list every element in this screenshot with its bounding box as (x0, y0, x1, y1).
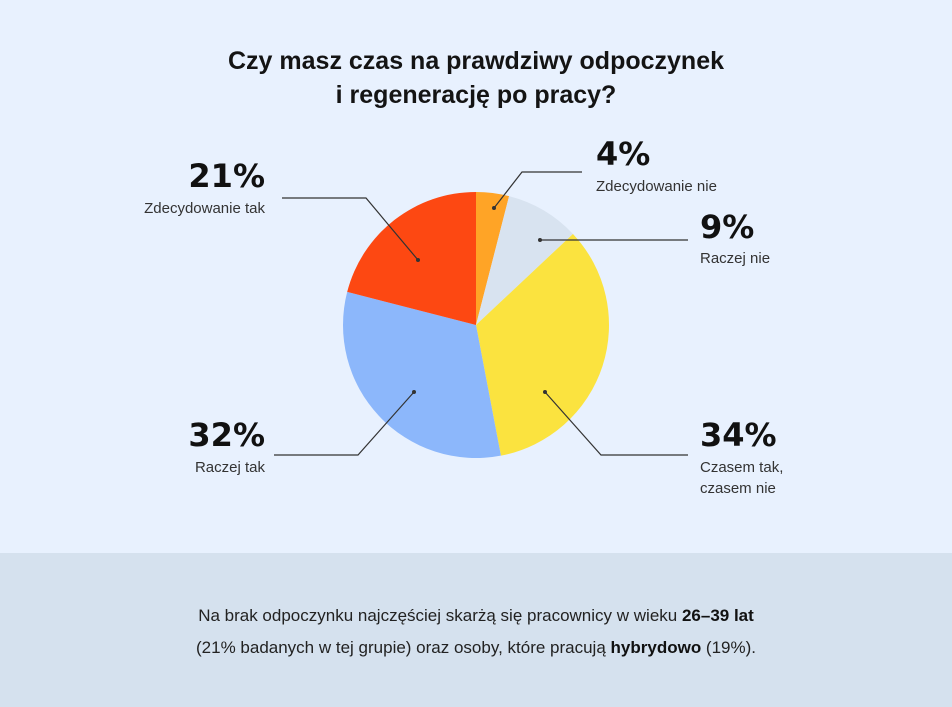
pie-slice-3 (476, 233, 610, 456)
footer-line-1-bold: 26–39 lat (681, 606, 754, 625)
slice-category-label-2: Raczej nie (700, 250, 770, 267)
footer-line-2: (21% badanych w tej grupie) oraz osoby, … (0, 632, 952, 664)
footer-line-1-text: Na brak odpoczynku najczęściej skarżą si… (198, 606, 682, 625)
footer-line-2-text: (21% badanych w tej grupie) oraz osoby, … (196, 638, 611, 657)
leader-dot-3 (543, 390, 547, 394)
footer-line-1: Na brak odpoczynku najczęściej skarżą si… (0, 600, 952, 632)
leader-dot-1 (492, 206, 496, 210)
slice-category-label-3-line-1: Czasem tak, (700, 459, 783, 476)
leader-line-1 (493, 171, 582, 209)
footer-line-2-end: (19%). (701, 638, 756, 657)
pie-slice-5 (347, 192, 476, 325)
leader-dot-4 (412, 390, 416, 394)
leader-line-4 (274, 391, 415, 456)
slice-category-label-3-line-2: czasem nie (700, 480, 776, 497)
slice-category-label-5: Zdecydowanie tak (144, 200, 265, 217)
leader-line-5 (282, 197, 419, 261)
pie-slice-1 (476, 192, 510, 325)
slice-category-label-4: Raczej tak (195, 459, 266, 476)
pie-slice-2 (476, 196, 573, 325)
footer-line-2-bold: hybrydowo (610, 638, 702, 657)
slice-percent-label-5: 21% (188, 157, 265, 195)
chart-title: Czy masz czas na prawdziwy odpoczynek i … (0, 44, 952, 112)
chart-title-line-1: Czy masz czas na prawdziwy odpoczynek (228, 47, 724, 75)
slice-percent-label-2: 9% (700, 208, 754, 246)
slice-category-label-1: Zdecydowanie nie (596, 178, 717, 195)
pie-slice-4 (343, 291, 501, 458)
leader-line-3 (544, 391, 688, 456)
leader-dot-2 (538, 238, 542, 242)
footer-note: Na brak odpoczynku najczęściej skarżą si… (0, 600, 952, 664)
slice-percent-label-3: 34% (700, 416, 777, 454)
chart-title-line-2: i regenerację po pracy? (335, 81, 617, 109)
footer-panel: Na brak odpoczynku najczęściej skarżą si… (0, 553, 952, 707)
leader-dot-5 (416, 258, 420, 262)
slice-percent-label-4: 32% (188, 416, 265, 454)
slice-percent-label-1: 4% (596, 135, 650, 173)
pie-chart: 4% Zdecydowanie nie 9% Raczej nie 34% Czasem … (144, 135, 783, 497)
